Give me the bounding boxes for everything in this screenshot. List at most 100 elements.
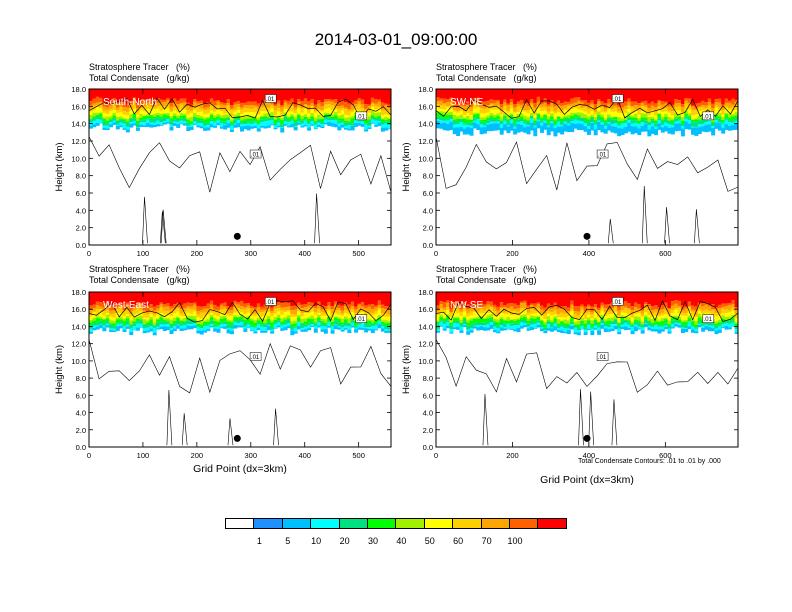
tracer-cell — [731, 304, 736, 308]
tracer-cell — [367, 119, 372, 122]
tracer-cell — [587, 121, 591, 126]
y-tick-label: 14.0 — [418, 322, 433, 331]
tracer-cell — [354, 104, 359, 108]
tracer-cell — [307, 325, 312, 328]
tracer-cell — [576, 120, 581, 124]
tracer-cell — [667, 324, 672, 327]
tracer-cell — [550, 113, 555, 117]
tracer-cell — [266, 118, 271, 121]
tracer-cell — [139, 309, 144, 312]
tracer-cell — [597, 111, 602, 115]
tracer-cell — [102, 310, 107, 316]
tracer-cell — [109, 109, 114, 112]
tracer-cell — [509, 119, 514, 124]
tracer-cell — [479, 89, 484, 103]
tracer-cell — [135, 302, 140, 306]
tracer-cell — [216, 328, 221, 333]
tracer-cell — [436, 113, 440, 117]
tracer-cell — [323, 292, 328, 307]
tracer-cell — [667, 110, 672, 113]
tracer-cell — [674, 117, 679, 119]
tracer-cell — [563, 323, 568, 326]
tracer-cell — [139, 114, 144, 118]
tracer-cell — [657, 123, 662, 130]
tracer-cell — [583, 89, 588, 101]
tracer-cell — [384, 331, 389, 333]
tracer-cell — [313, 89, 318, 105]
tracer-cell — [650, 105, 655, 110]
tracer-cell — [442, 307, 447, 311]
tracer-cell — [523, 115, 528, 120]
tracer-cell — [105, 105, 110, 108]
tracer-cell — [627, 108, 632, 113]
tracer-cell — [603, 103, 608, 108]
tracer-cell — [162, 89, 167, 100]
tracer-cell — [617, 331, 622, 335]
colorbar-swatch — [281, 518, 312, 529]
tracer-cell — [115, 112, 120, 117]
tracer-cell — [546, 328, 551, 331]
tracer-cell — [112, 320, 117, 324]
tracer-cell — [610, 321, 615, 325]
tracer-cell — [115, 307, 120, 309]
tracer-cell — [125, 122, 130, 127]
tracer-cell — [310, 302, 315, 307]
tracer-cell — [260, 89, 265, 103]
tracer-cell — [711, 304, 716, 310]
tracer-cell — [229, 292, 234, 307]
tracer-cell — [714, 107, 719, 114]
y-tick-label: 10.0 — [418, 357, 433, 366]
tracer-cell — [199, 327, 204, 329]
tracer-cell — [519, 315, 524, 318]
tracer-cell — [95, 102, 100, 106]
tracer-cell — [640, 122, 645, 126]
tracer-cell — [583, 329, 588, 333]
tracer-cell — [300, 313, 305, 317]
tracer-cell — [300, 108, 305, 113]
tracer-cell — [219, 109, 224, 112]
tracer-cell — [469, 320, 474, 325]
tracer-cell — [597, 322, 602, 326]
tracer-cell — [523, 121, 528, 124]
tracer-cell — [139, 304, 144, 310]
tracer-cell — [105, 313, 110, 315]
tracer-cell — [152, 314, 157, 317]
tracer-cell — [526, 318, 531, 321]
tracer-cell — [523, 127, 528, 133]
tracer-cell — [203, 325, 208, 327]
tracer-cell — [436, 119, 440, 121]
tracer-cell — [307, 127, 312, 131]
panel-title-line1: Stratosphere Tracer (%) — [89, 62, 191, 72]
tracer-cell — [576, 320, 581, 325]
tracer-cell — [290, 314, 295, 318]
tracer-cell — [617, 113, 622, 118]
tracer-cell — [240, 309, 244, 313]
tracer-cell — [583, 292, 588, 307]
tracer-cell — [132, 314, 137, 318]
tracer-cell — [293, 323, 298, 327]
tracer-cell — [617, 323, 622, 326]
tracer-cell — [670, 301, 675, 306]
tracer-cell — [139, 315, 144, 320]
tracer-cell — [310, 311, 315, 316]
tracer-cell — [677, 116, 682, 120]
tracer-cell — [317, 124, 322, 128]
tracer-cell — [664, 319, 669, 324]
tracer-cell — [583, 319, 588, 324]
tracer-cell — [99, 309, 104, 313]
tracer-cell — [516, 117, 521, 120]
tracer-cell — [89, 119, 93, 123]
tracer-cell — [203, 306, 208, 309]
tracer-cell — [89, 89, 93, 102]
tracer-cell — [286, 318, 291, 320]
tracer-cell — [313, 292, 318, 307]
tracer-cell — [320, 315, 325, 319]
tracer-cell — [233, 102, 238, 105]
tracer-cell — [310, 315, 315, 320]
tracer-cell — [677, 292, 682, 301]
tracer-cell — [496, 322, 501, 326]
tracer-cell — [219, 102, 224, 105]
tracer-cell — [303, 324, 308, 327]
tracer-cell — [142, 116, 147, 120]
tracer-cell — [99, 320, 104, 325]
